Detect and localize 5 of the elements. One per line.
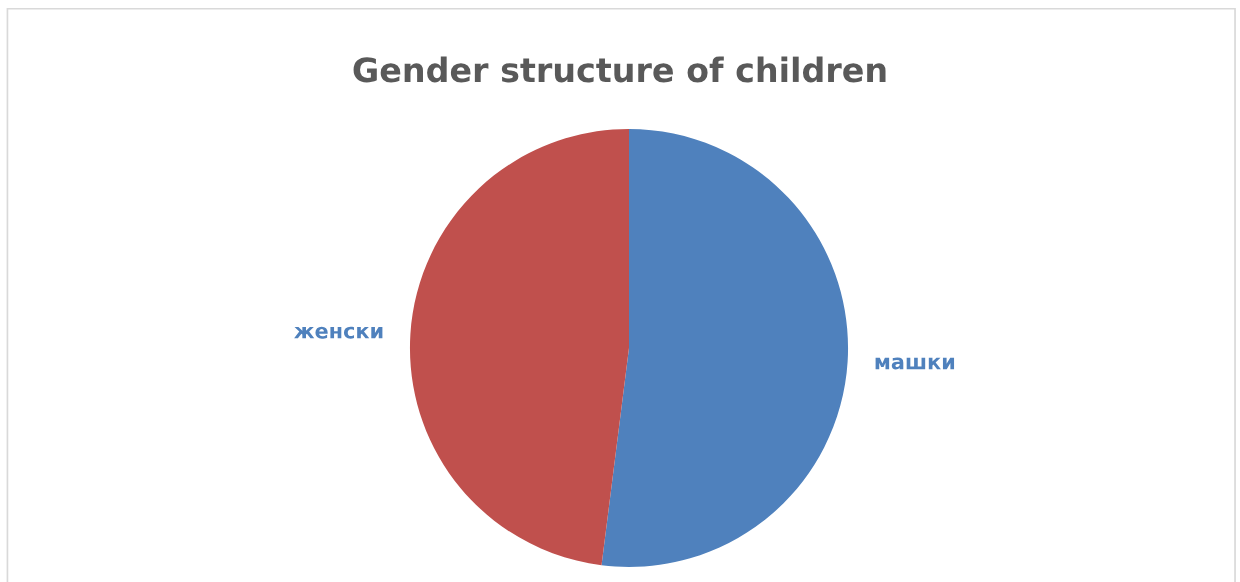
slice-label: машки bbox=[875, 357, 955, 370]
slice-label: женски bbox=[294, 326, 383, 339]
pie-slice bbox=[601, 128, 849, 568]
pie-slice bbox=[409, 128, 629, 566]
chart-title: Gender structure of children bbox=[353, 56, 886, 83]
